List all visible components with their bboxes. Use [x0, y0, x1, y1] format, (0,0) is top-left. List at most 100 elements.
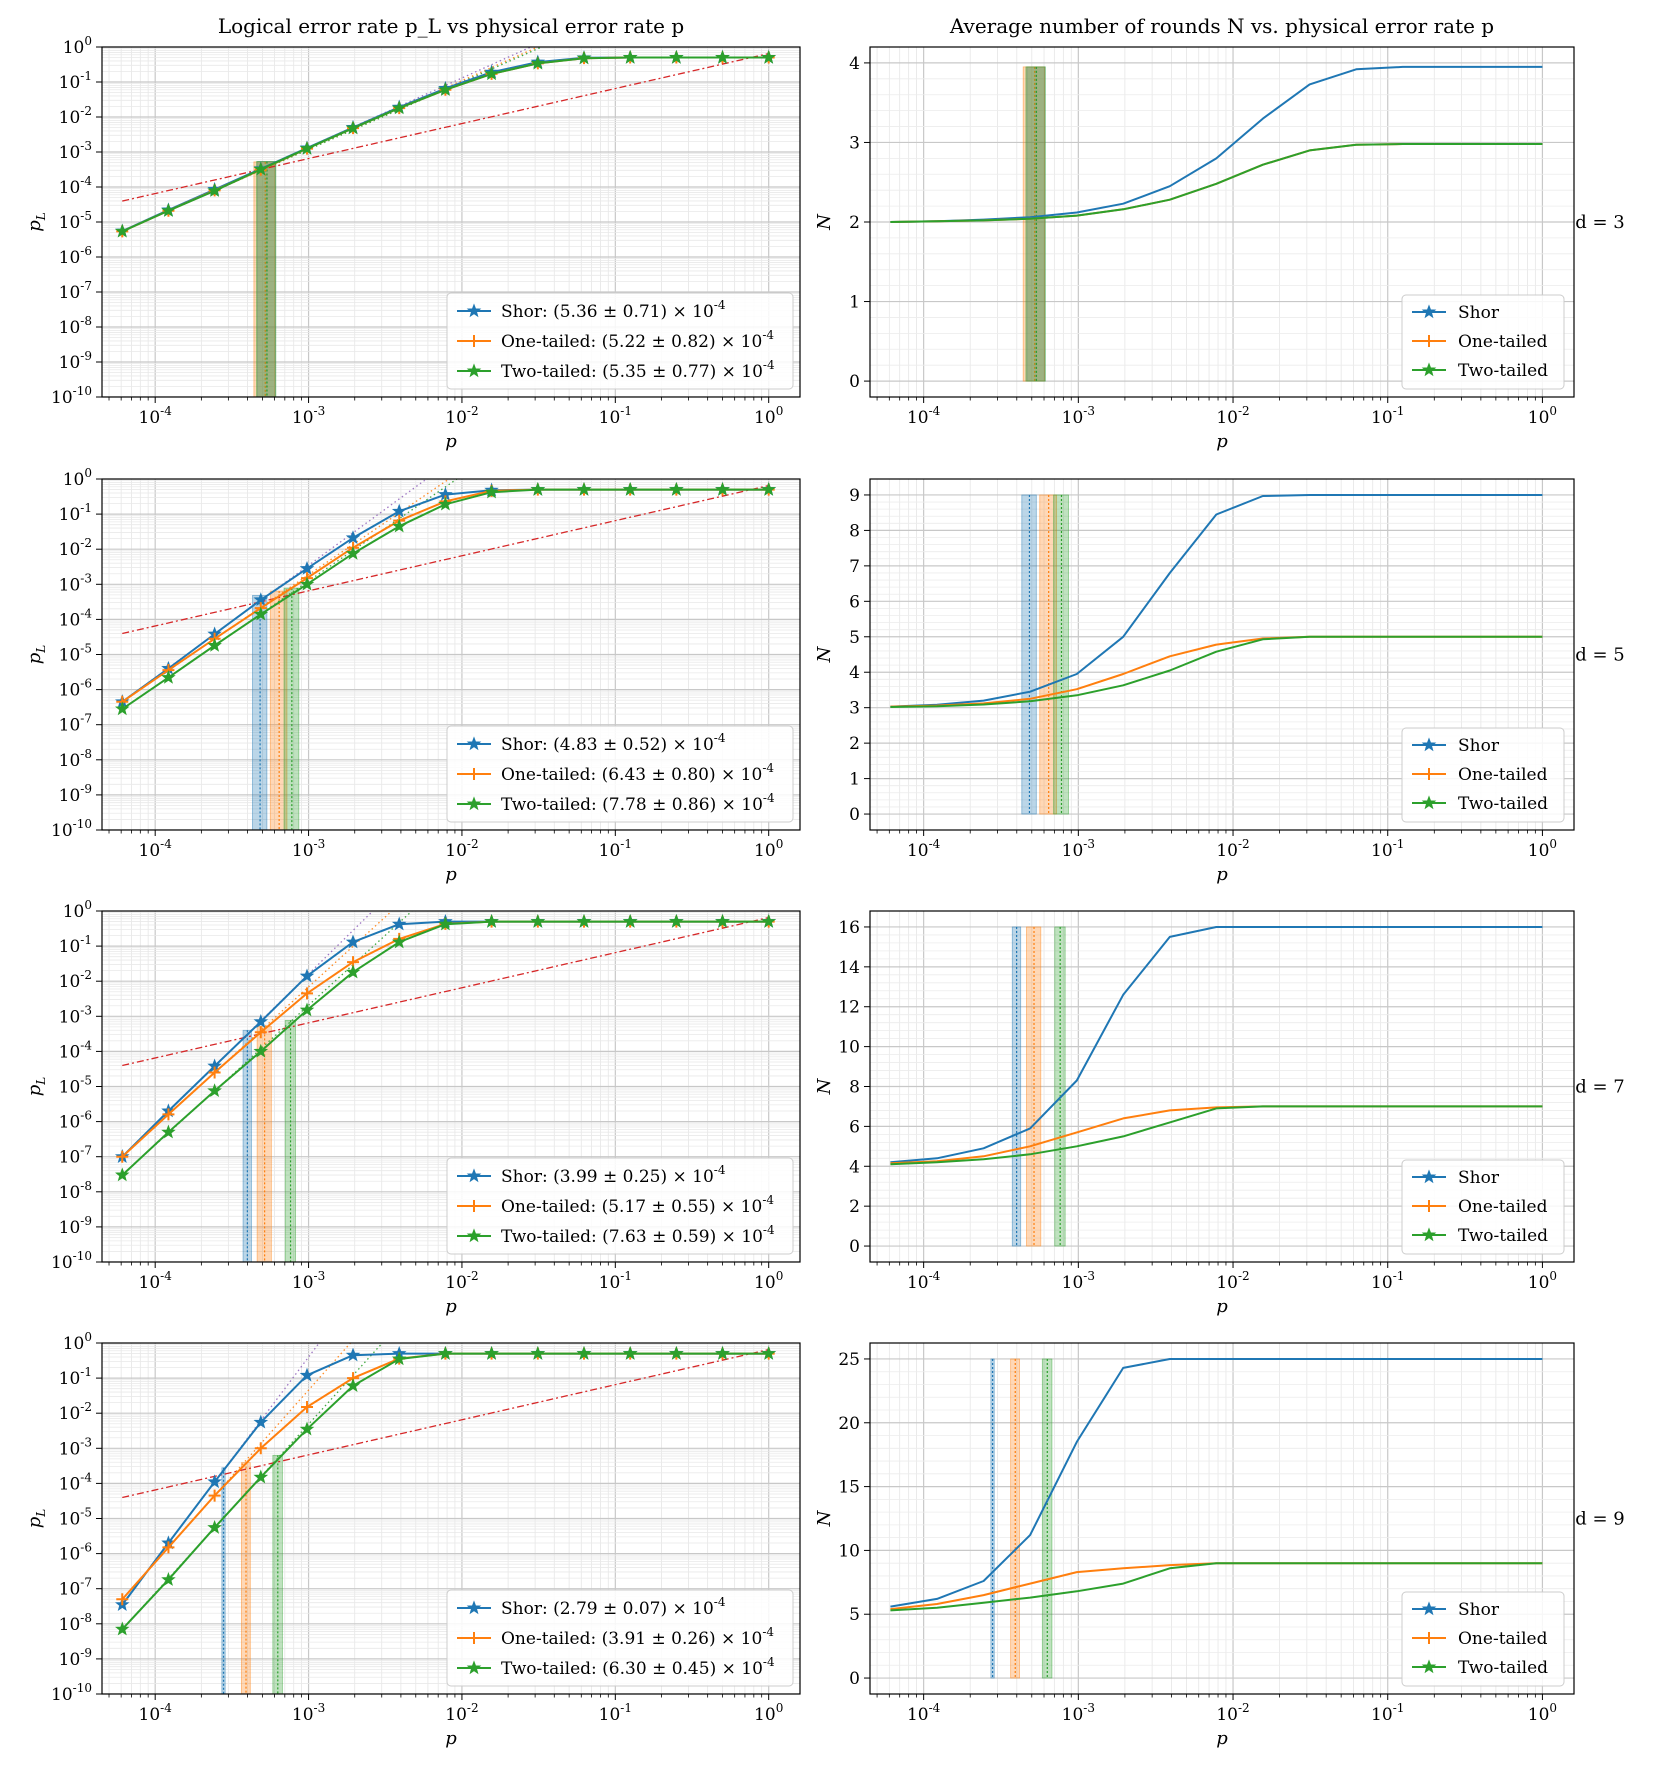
panel-1-right-x-axis: 10-4 10-3 10-2 10-1 100 [876, 830, 1557, 861]
panel-1-left-plot [114, 479, 777, 830]
panel-1-left-legend: Shor: (4.83 ± 0.52) × 10-4 One-tailed: (6… [446, 725, 794, 823]
panel-1-right-threshold-band-shor [1021, 494, 1037, 815]
panel-0-left-y-axis: 10-10 10-9 10-8 10-7 10-6 10-5 10-4 10-3 10-2 10-… [51, 34, 102, 408]
panel-0-left-reference-line [122, 52, 769, 202]
panel-2-right-legend-label-1: One-tailed [1458, 1197, 1548, 1217]
panel-1-left-x-tick-label-0: 10-4 [139, 837, 173, 861]
panel-2-left-point-shor-4 [299, 968, 315, 983]
panel-1-right-legend: Shor One-tailed Two-tailed [1401, 727, 1565, 823]
panel-2-right-legend-marker-0 [1421, 1169, 1437, 1184]
panel-3-right-threshold-band-one-tailed [1010, 1358, 1020, 1679]
panel-0-left-x-tick-label-0: 10-4 [139, 404, 173, 428]
panel-2-right-x-axis: 10-4 10-3 10-2 10-1 100 [876, 1262, 1557, 1293]
panel-2-right-y-tick-label-6: 12 [838, 998, 860, 1018]
panel-3-left-y-tick-label-6: 10-4 [59, 1470, 93, 1494]
panel-3-left-x-tick-label-1: 10-3 [292, 1701, 325, 1725]
panel-2-right-x-tick-label-4: 100 [1528, 1269, 1557, 1293]
panel-3-left-legend-label-1: One-tailed: (3.91 ± 0.26) × 10-4 [501, 1625, 774, 1649]
panel-0-right-series-shor [890, 65, 1543, 223]
panel-0-right-x-tick-label-4: 100 [1528, 404, 1557, 428]
panel-0-right-legend-marker-1 [1423, 335, 1435, 347]
panel-1-right: 10-4 10-3 10-2 10-1 100 p 0 1 2 3 4 5 6 7 8 9 N Shor One-t… [814, 478, 1575, 885]
right-column-title: Average number of rounds N vs. physical … [949, 14, 1494, 38]
panel-3-left-legend-marker-2 [466, 1660, 482, 1675]
panel-3-left-point-shor-5 [345, 1347, 361, 1362]
panel-2-left-point-two-tailed-7 [438, 916, 453, 931]
panel-3-right-legend-marker-2 [1421, 1659, 1437, 1674]
panel-3-right-plot [890, 1358, 1543, 1679]
panel-0-right-x-tick-label-2: 10-2 [1216, 404, 1249, 428]
panel-2-right-y-tick-label-5: 10 [838, 1038, 860, 1058]
panel-0-right-y-axis: 0 1 2 3 4 [849, 54, 870, 392]
panel-3-right: 10-4 10-3 10-2 10-1 100 p 0 5 10 15 20 25 N Shor One-t… [814, 1342, 1575, 1749]
panel-0-left-point-two-tailed-4 [299, 140, 315, 155]
panel-2-right-y-tick-label-7: 14 [838, 958, 860, 978]
panel-2-right-x-tick-label-2: 10-2 [1216, 1269, 1249, 1293]
panel-2-left-point-two-tailed-14 [761, 913, 777, 928]
panel-1-left-y-tick-label-3: 10-7 [59, 712, 92, 736]
panel-0-left-legend-marker-1 [468, 335, 480, 347]
panel-1-left-point-two-tailed-14 [761, 481, 777, 496]
panel-3-left-y-tick-label-5: 10-5 [59, 1506, 92, 1530]
panel-2-left-point-one-tailed-0 [116, 1150, 129, 1163]
panel-1-left-point-two-tailed-6 [391, 518, 407, 533]
panel-0-left-y-tick-label-0: 10-10 [51, 384, 92, 408]
panel-3-right-threshold-band-two-tailed [1041, 1358, 1053, 1679]
panel-0-right-legend-label-0: Shor [1458, 303, 1500, 323]
panel-0-left-point-two-tailed-0 [114, 223, 130, 238]
panel-2-right-legend-label-2: Two-tailed [1458, 1226, 1548, 1246]
panel-3-left-reference-line [122, 1348, 769, 1499]
panel-3-left-plot [114, 1343, 777, 1694]
panel-3-right-y-tick-label-3: 15 [838, 1478, 860, 1498]
panel-2-right-legend-marker-2 [1421, 1227, 1437, 1242]
panel-3-left-point-two-tailed-5 [345, 1378, 361, 1393]
panel-1-left-point-two-tailed-5 [345, 545, 361, 560]
panel-1-left-point-two-tailed-12 [669, 481, 684, 496]
panel-2-left-y-axis-label: pL [24, 1077, 48, 1097]
panel-2-right-y-tick-label-0: 0 [849, 1237, 860, 1257]
panel-2-right-x-axis-label: p [1216, 1296, 1228, 1317]
panel-1-left-y-tick-label-9: 10-1 [59, 501, 92, 525]
panel-3-right-legend-marker-1 [1423, 1632, 1435, 1644]
panel-3-right-y-tick-label-0: 0 [849, 1669, 860, 1689]
panel-1-left-series-two-tailed [121, 488, 769, 710]
distance-label-3: d = 9 [1575, 1509, 1625, 1530]
panel-0-left-x-tick-label-3: 10-1 [599, 404, 632, 428]
panel-0-left-point-two-tailed-13 [715, 49, 730, 64]
panel-3-left-y-axis: 10-10 10-9 10-8 10-7 10-6 10-5 10-4 10-3 10-2 10-… [51, 1330, 102, 1705]
panel-3-right-y-axis-label: N [814, 1509, 835, 1527]
panel-1-right-y-tick-label-4: 4 [849, 663, 860, 683]
panel-1-left-y-tick-label-8: 10-2 [59, 536, 92, 560]
panel-1-right-x-axis-label: p [1216, 864, 1228, 885]
panel-1-right-legend-label-0: Shor [1458, 736, 1500, 756]
panel-1-left-legend-label-0: Shor: (4.83 ± 0.52) × 10-4 [501, 731, 726, 755]
panel-2-right-plot [890, 926, 1543, 1247]
panel-3-right-x-tick-label-3: 10-1 [1371, 1701, 1404, 1725]
panel-3-right-x-tick-label-1: 10-3 [1062, 1701, 1095, 1725]
panel-2-left-x-axis: 10-4 10-3 10-2 10-1 100 [108, 1262, 783, 1293]
panel-1-left-y-tick-label-10: 100 [63, 466, 92, 490]
panel-0-left-legend-marker-0 [466, 303, 482, 318]
panel-0-right-legend-label-2: Two-tailed [1458, 361, 1548, 381]
panel-2-right-y-axis-label: N [814, 1077, 835, 1095]
panel-0-left-x-tick-label-4: 100 [754, 404, 783, 428]
panel-1-right-y-tick-label-1: 1 [849, 770, 860, 790]
panel-3-left-point-shor-4 [299, 1367, 315, 1382]
panel-1-left-point-two-tailed-7 [438, 496, 453, 511]
panel-0-left-point-two-tailed-9 [530, 55, 546, 70]
panel-2-left-plot [114, 911, 777, 1262]
panel-3-left-y-tick-label-1: 10-9 [59, 1646, 92, 1670]
panel-3-left-y-tick-label-4: 10-6 [59, 1541, 92, 1565]
panel-1-left-y-tick-label-6: 10-4 [59, 606, 93, 630]
panel-3-left-legend-marker-0 [466, 1600, 482, 1615]
panel-1-right-y-tick-label-9: 9 [849, 486, 860, 506]
panel-1-left-y-tick-label-0: 10-10 [51, 817, 92, 841]
panel-1-right-plot [890, 494, 1543, 815]
panel-2-left-point-two-tailed-1 [161, 1124, 176, 1139]
panel-0-left-point-two-tailed-12 [669, 49, 684, 64]
panel-3-right-x-axis-label: p [1216, 1728, 1228, 1749]
panel-2-right-threshold-band-one-tailed [1026, 926, 1042, 1247]
panel-1-left-point-two-tailed-8 [484, 484, 499, 499]
panel-0-left-legend-label-2: Two-tailed: (5.35 ± 0.77) × 10-4 [501, 358, 775, 382]
panel-3-left-x-tick-label-2: 10-2 [445, 1701, 478, 1725]
